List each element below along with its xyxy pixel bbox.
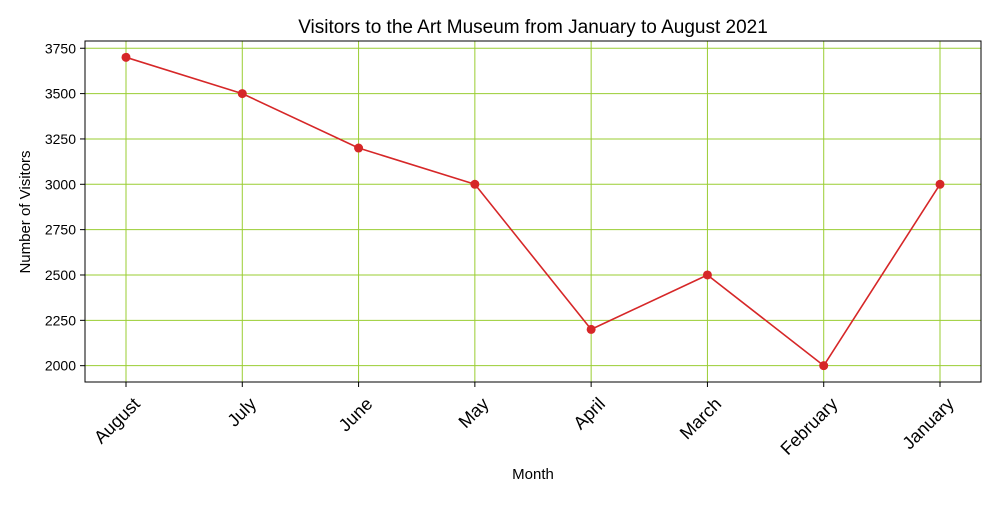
- x-tick-label: April: [569, 394, 609, 434]
- x-axis-title: Month: [512, 466, 554, 483]
- x-tick-label: March: [676, 394, 726, 444]
- data-point: [354, 143, 364, 153]
- data-point: [935, 179, 945, 189]
- data-point: [586, 324, 596, 334]
- x-tick-label: July: [223, 394, 260, 431]
- series: [121, 52, 945, 371]
- y-axis: 2000 2250 2500 2750 3000 3250 3500 3750: [45, 40, 85, 374]
- plot-area: [84, 40, 982, 383]
- data-point: [702, 270, 712, 280]
- y-tick-label: 3500: [45, 86, 76, 102]
- data-point: [121, 52, 131, 62]
- x-tick-label: February: [777, 394, 842, 459]
- x-tick-label: August: [90, 394, 144, 448]
- x-tick-label: June: [335, 394, 377, 436]
- chart-title: Visitors to the Art Museum from January …: [298, 17, 768, 38]
- y-tick-label: 2000: [45, 358, 76, 374]
- data-point: [237, 89, 247, 99]
- y-tick-label: 2750: [45, 222, 76, 238]
- y-axis-title: Number of Visitors: [17, 150, 34, 273]
- y-tick-label: 3250: [45, 131, 76, 147]
- series-line: [125, 56, 941, 367]
- y-tick-label: 2500: [45, 267, 76, 283]
- data-point: [470, 179, 480, 189]
- x-tick-label: May: [455, 394, 493, 432]
- y-tick-label: 3000: [45, 176, 76, 192]
- grid: [85, 41, 981, 382]
- x-axis: August July June May April March February Janua…: [90, 382, 958, 459]
- y-tick-label: 2250: [45, 312, 76, 328]
- data-point: [819, 361, 829, 371]
- x-tick-label: January: [898, 394, 957, 453]
- y-tick-label: 3750: [45, 40, 76, 56]
